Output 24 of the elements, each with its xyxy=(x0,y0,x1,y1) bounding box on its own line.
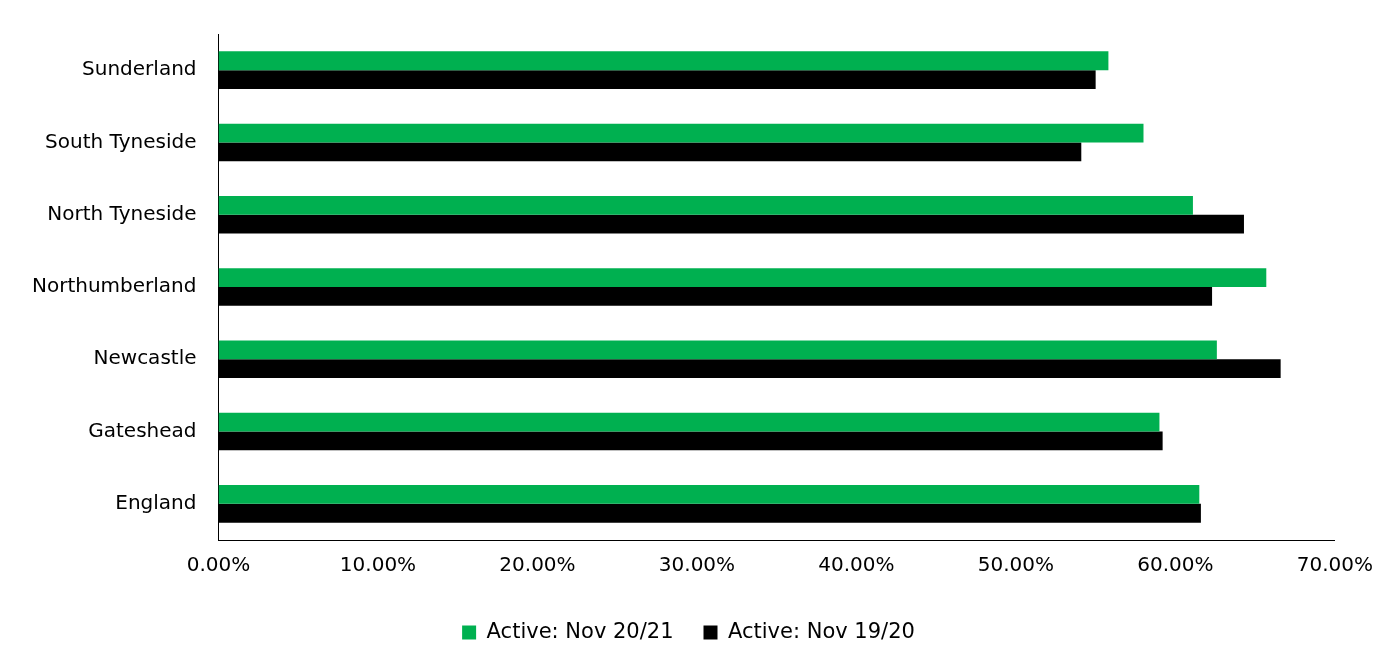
bar xyxy=(218,51,1109,71)
bar xyxy=(218,123,1144,143)
x-tick-label: 10.00% xyxy=(339,552,417,577)
y-tick-label: Sunderland xyxy=(82,56,197,81)
legend-label: Active: Nov 19/20 xyxy=(728,618,915,643)
y-tick-label: Northumberland xyxy=(31,273,197,298)
y-tick-label: North Tyneside xyxy=(47,200,197,225)
y-tick-label: Newcastle xyxy=(93,345,197,370)
x-tick-label: 40.00% xyxy=(818,552,895,577)
y-tick-label: Gateshead xyxy=(88,417,197,442)
y-tick-label: South Tyneside xyxy=(45,128,197,153)
bar xyxy=(218,485,1200,504)
x-tick-label: 0.00% xyxy=(186,552,251,577)
x-tick-label: 20.00% xyxy=(499,552,576,577)
bar xyxy=(218,268,1267,287)
x-tick-label: 70.00% xyxy=(1296,552,1373,577)
bar xyxy=(218,340,1217,360)
y-tick-label: England xyxy=(115,490,197,515)
x-tick-label: 50.00% xyxy=(977,552,1055,577)
bar xyxy=(218,195,1193,215)
x-tick-label: 60.00% xyxy=(1137,552,1214,577)
x-tick-label: 30.00% xyxy=(658,552,736,577)
legend-label: Active: Nov 20/21 xyxy=(486,618,674,643)
bar xyxy=(218,412,1160,432)
